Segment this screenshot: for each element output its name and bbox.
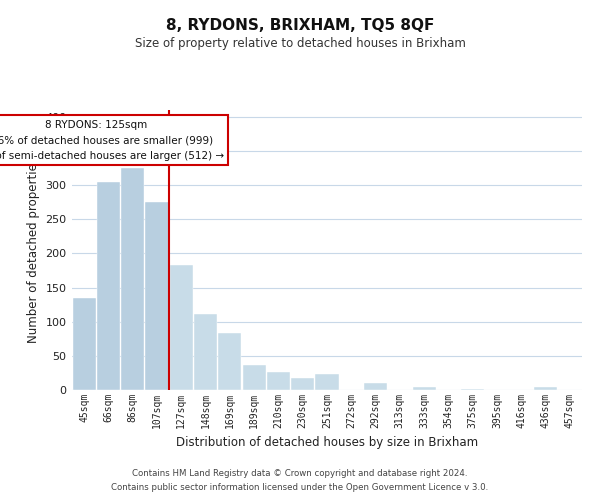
X-axis label: Distribution of detached houses by size in Brixham: Distribution of detached houses by size … xyxy=(176,436,478,450)
Text: 8, RYDONS, BRIXHAM, TQ5 8QF: 8, RYDONS, BRIXHAM, TQ5 8QF xyxy=(166,18,434,32)
Bar xyxy=(534,388,557,390)
Text: 8 RYDONS: 125sqm
← 66% of detached houses are smaller (999)
34% of semi-detached: 8 RYDONS: 125sqm ← 66% of detached house… xyxy=(0,120,224,161)
Bar xyxy=(316,374,338,390)
Bar xyxy=(461,388,484,390)
Bar xyxy=(413,386,436,390)
Bar xyxy=(145,202,169,390)
Bar xyxy=(121,168,144,390)
Bar xyxy=(170,265,193,390)
Bar xyxy=(73,298,95,390)
Bar xyxy=(194,314,217,390)
Bar xyxy=(242,364,266,390)
Bar xyxy=(364,383,387,390)
Text: Contains public sector information licensed under the Open Government Licence v : Contains public sector information licen… xyxy=(112,484,488,492)
Bar xyxy=(218,334,241,390)
Bar xyxy=(291,378,314,390)
Text: Contains HM Land Registry data © Crown copyright and database right 2024.: Contains HM Land Registry data © Crown c… xyxy=(132,468,468,477)
Bar xyxy=(267,372,290,390)
Text: Size of property relative to detached houses in Brixham: Size of property relative to detached ho… xyxy=(134,38,466,51)
Bar xyxy=(97,182,120,390)
Y-axis label: Number of detached properties: Number of detached properties xyxy=(27,157,40,343)
